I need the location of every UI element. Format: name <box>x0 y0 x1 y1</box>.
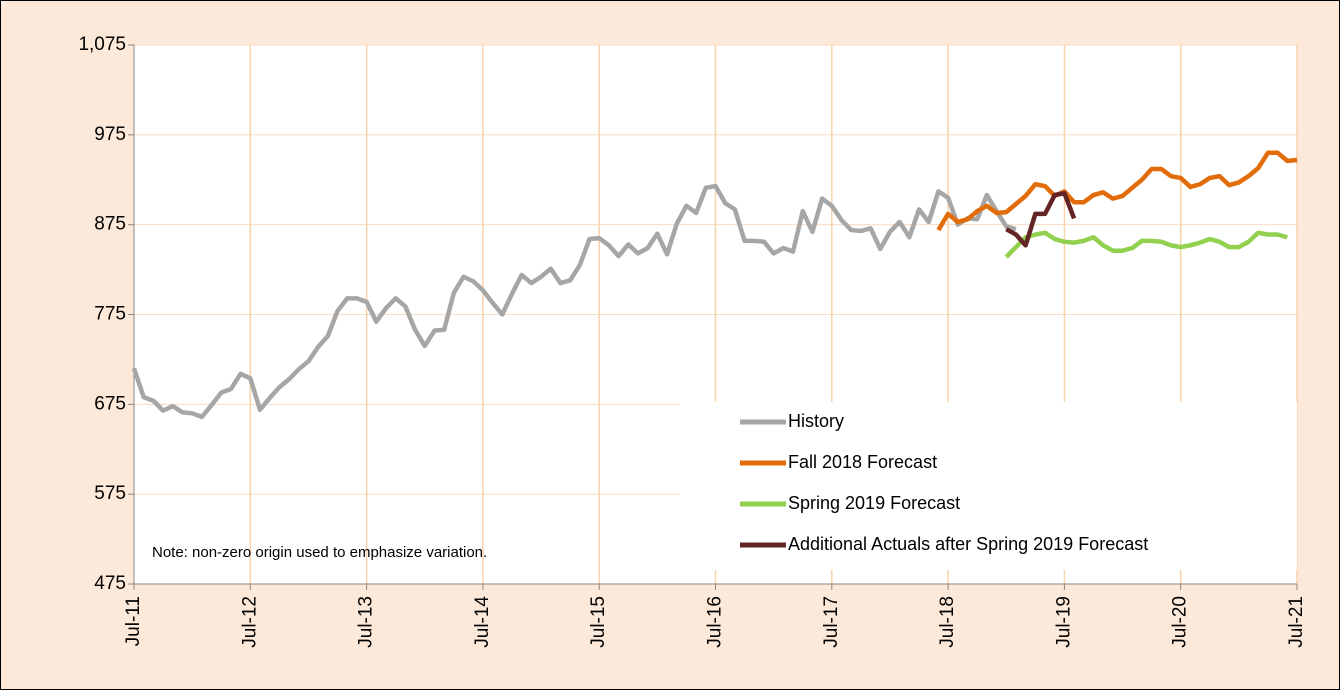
legend: History Fall 2018 Forecast Spring 2019 For… <box>740 411 1148 554</box>
legend-label: Spring 2019 Forecast <box>788 493 960 513</box>
x-tick-label: Jul-16 <box>705 596 726 648</box>
y-tick-label: 475 <box>94 573 126 594</box>
lines <box>131 150 1298 420</box>
note: Note: non-zero origin used to emphasize … <box>152 544 487 561</box>
x-tick-label: Jul-12 <box>239 596 260 648</box>
y-tick-label: 1,075 <box>78 34 126 55</box>
y-tick-label: 675 <box>94 393 126 414</box>
x-tick-label: Jul-11 <box>123 596 144 646</box>
y-tick-label: 775 <box>94 304 126 325</box>
x-tick-label: Jul-21 <box>1286 596 1307 648</box>
y-tick-label: 575 <box>94 483 126 504</box>
labels: 475 575 675 775 875 975 1,075 Jul-11 Jul-12 Jul-1… <box>78 34 1307 648</box>
series-line <box>1004 230 1288 259</box>
x-tick-label: Jul-13 <box>356 596 377 648</box>
series-line <box>936 150 1298 232</box>
x-tick-label: Jul-19 <box>1053 596 1074 648</box>
legend-label: Additional Actuals after Spring 2019 For… <box>788 534 1148 554</box>
y-tick-label: 875 <box>94 214 126 235</box>
legend-box <box>680 402 1297 570</box>
legend-label: Fall 2018 Forecast <box>788 452 937 472</box>
x-tick-label: Jul-20 <box>1170 596 1191 648</box>
y-tick-label: 975 <box>94 124 126 145</box>
x-tick-label: Jul-17 <box>821 596 842 648</box>
x-tick-label: Jul-15 <box>588 596 609 648</box>
x-tick-label: Jul-18 <box>937 596 958 648</box>
series-line <box>1005 190 1077 248</box>
series-line <box>131 183 1017 420</box>
legend-label: History <box>788 411 844 431</box>
x-tick-label: Jul-14 <box>472 596 493 648</box>
